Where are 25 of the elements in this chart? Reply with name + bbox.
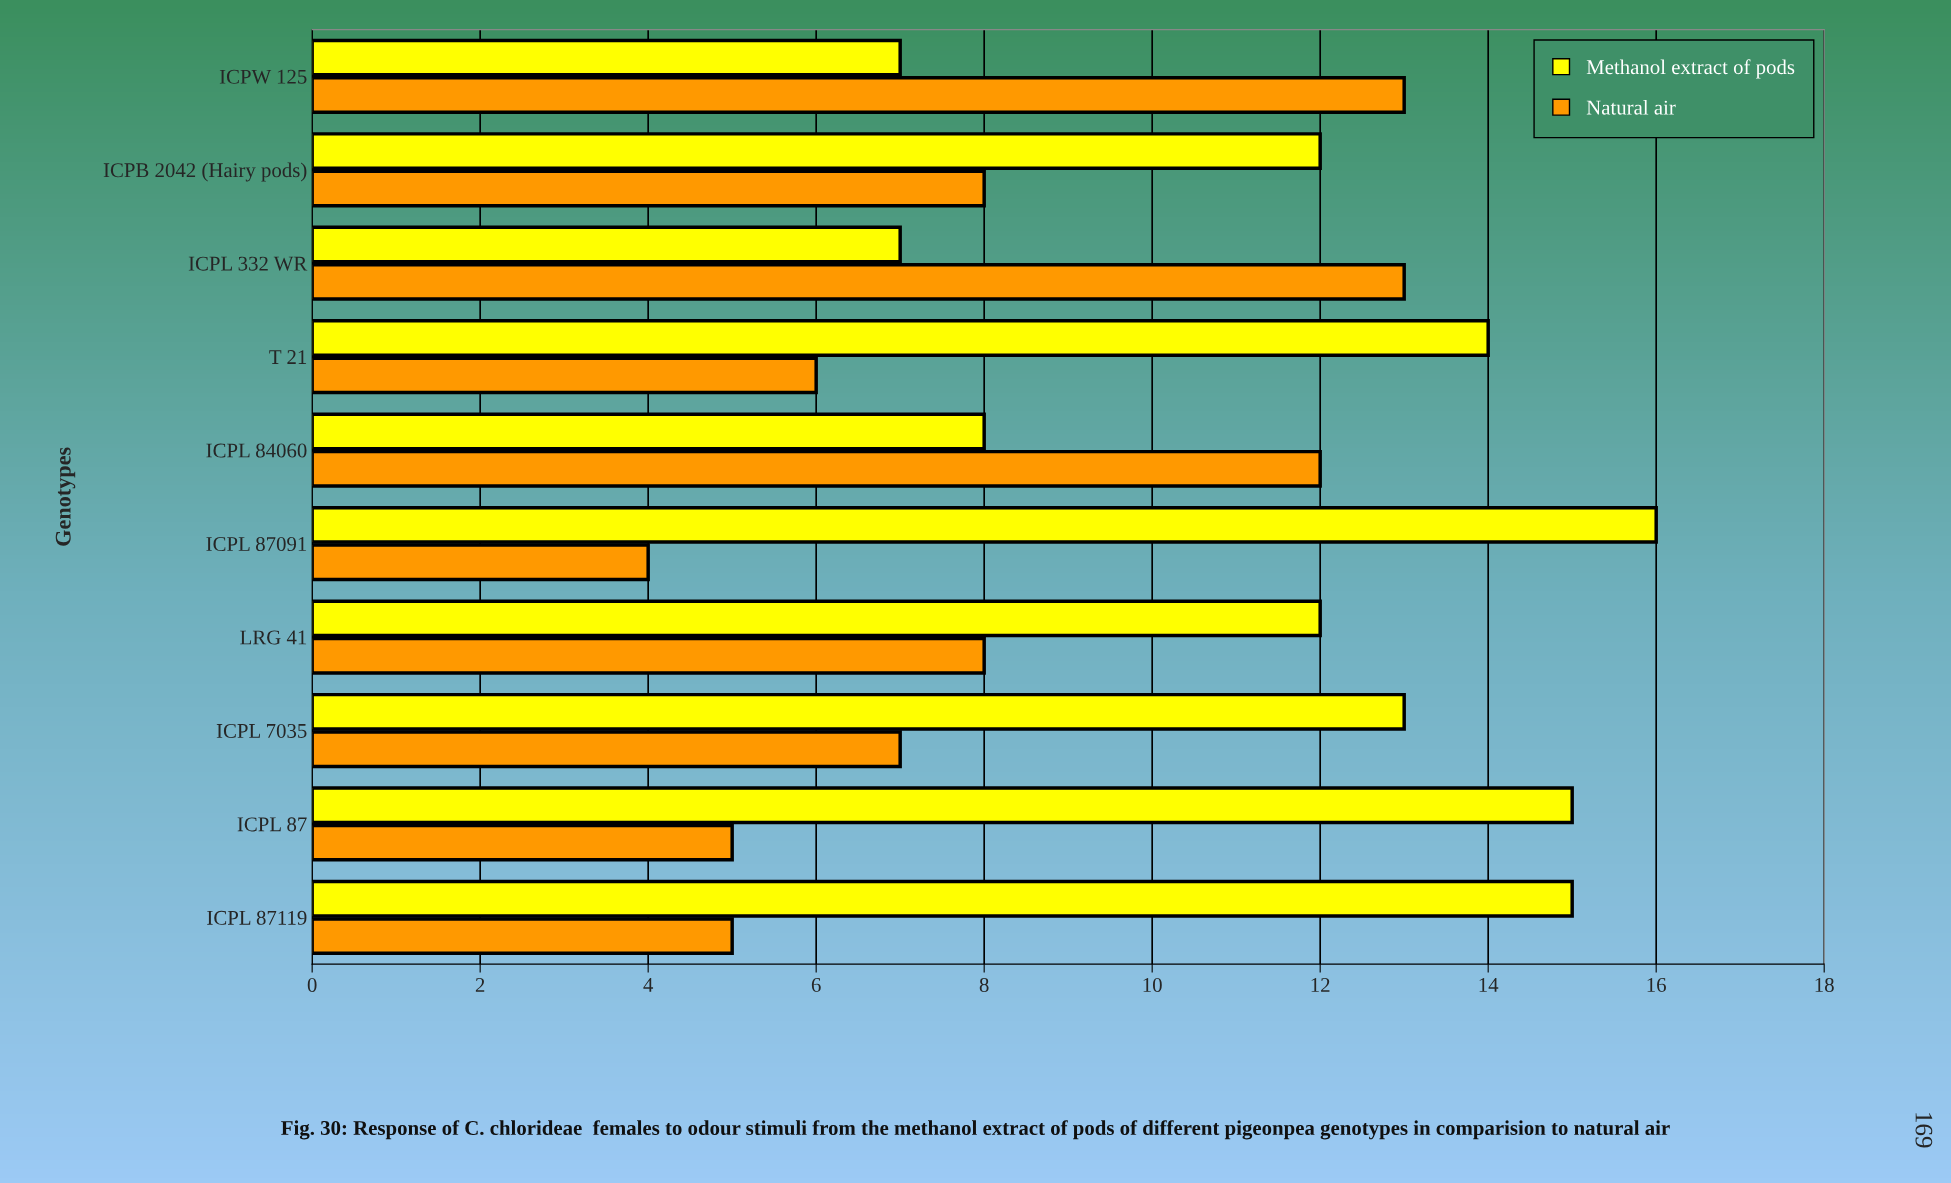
text: 169 [1915, 1113, 1933, 1148]
x-tick-label: 8 [979, 977, 989, 992]
x-tick-label: 18 [1815, 977, 1834, 992]
y-tick-label: LRG 41 [240, 630, 307, 645]
x-tick-label: 12 [1311, 978, 1330, 992]
x-tick-label: 2 [475, 978, 485, 992]
y-tick-label: ICPL 87 [237, 817, 307, 832]
y-tick-label: ICPB 2042 (Hairy pods) [103, 162, 307, 182]
x-tick-label: 16 [1647, 978, 1666, 992]
y-tick-label: ICPW 125 [219, 69, 307, 84]
y-tick-label: ICPL 87091 [206, 536, 307, 552]
x-tick-label: 14 [1479, 978, 1499, 992]
x-tick-label: 10 [1143, 977, 1162, 992]
y-tick-label: ICPL 87119 [207, 910, 307, 925]
y-tick-label: ICPL 332 WR [188, 256, 308, 271]
x-tick-label: 0 [307, 977, 317, 992]
y-tick-label: ICPL 7035 [216, 723, 307, 738]
legend-label: Methanol extract of pods [1586, 59, 1795, 79]
legend-label: Natural air [1586, 99, 1676, 115]
y-tick-label: ICPL 84060 [206, 443, 307, 458]
y-tick-label: T 21 [269, 350, 307, 364]
y-axis-title: Genotypes [55, 447, 76, 546]
text: Fig. 30: Response of C. chlorideae females to odour stimuli from the methanol extract of pods of different pigeonpea genotypes in comparision to natural air [281, 1120, 1670, 1140]
x-tick-label: 6 [811, 978, 821, 992]
x-tick-label: 4 [643, 978, 654, 992]
